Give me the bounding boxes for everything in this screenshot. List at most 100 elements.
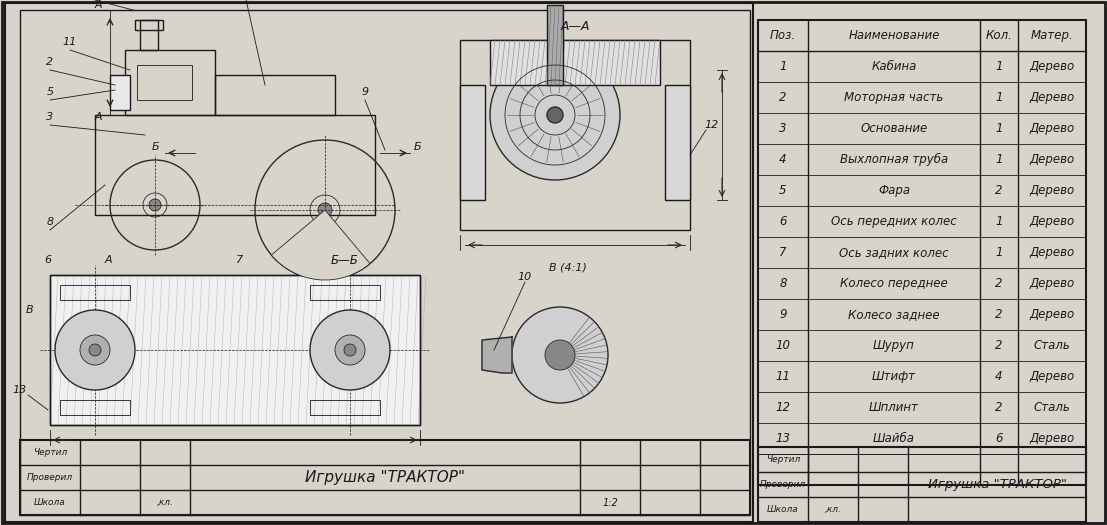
Text: ,кл.: ,кл. [156,498,174,507]
Bar [665,85,690,200]
Bar [310,400,380,415]
Text: Колесо переднее: Колесо переднее [840,277,948,290]
Text: 13: 13 [776,432,790,445]
Text: Дерево: Дерево [1030,308,1075,321]
Text: 2: 2 [46,57,53,67]
Text: 9: 9 [779,308,787,321]
Circle shape [490,50,620,180]
Bar [139,20,158,50]
Text: Наименование: Наименование [848,29,940,42]
Bar [215,75,335,115]
Circle shape [513,307,608,403]
Text: 2: 2 [995,277,1003,290]
Bar [547,5,563,85]
Bar [20,10,751,515]
Text: Основание: Основание [860,122,928,135]
Text: Шуруп: Шуруп [873,339,914,352]
Bar [50,275,420,425]
Text: 1: 1 [995,153,1003,166]
Text: Дерево: Дерево [1030,153,1075,166]
Text: A: A [94,0,102,10]
Text: 6: 6 [779,215,787,228]
Text: 7: 7 [779,246,787,259]
Circle shape [310,310,390,390]
Text: 4: 4 [779,153,787,166]
Text: 2: 2 [995,184,1003,197]
Text: Игрушка "ТРАКТОР": Игрушка "ТРАКТОР" [306,470,465,485]
Text: 8: 8 [46,217,53,227]
Text: Б: Б [414,142,422,152]
Text: Матер.: Матер. [1031,29,1074,42]
Text: 12: 12 [705,120,720,130]
Text: 1: 1 [779,60,787,73]
Polygon shape [482,337,513,373]
Bar [758,447,1086,522]
Text: Сталь: Сталь [1034,339,1070,352]
Text: Проверил: Проверил [759,480,806,489]
Text: Шайба: Шайба [873,432,915,445]
Text: Сталь: Сталь [1034,401,1070,414]
Text: А—А: А—А [560,19,590,33]
Text: Дерево: Дерево [1030,432,1075,445]
Bar [50,275,420,425]
Text: 1: 1 [995,60,1003,73]
Bar [110,75,130,110]
Text: Дерево: Дерево [1030,370,1075,383]
Text: Игрушка "ТРАКТОР": Игрушка "ТРАКТОР" [928,478,1066,491]
Text: 1: 1 [995,246,1003,259]
Bar [20,440,751,515]
Text: Дерево: Дерево [1030,60,1075,73]
Text: Чертил: Чертил [766,455,800,464]
Text: 9: 9 [362,87,369,97]
Bar [135,20,163,30]
Text: 1: 1 [995,91,1003,104]
Bar [60,285,130,300]
Circle shape [318,203,332,217]
Bar [137,65,192,100]
Bar [461,85,485,200]
Text: 12: 12 [776,401,790,414]
Text: Дерево: Дерево [1030,246,1075,259]
Text: Дерево: Дерево [1030,91,1075,104]
Text: 2: 2 [995,308,1003,321]
Text: 5: 5 [779,184,787,197]
Text: 3: 3 [46,112,53,122]
Text: Выхлопная труба: Выхлопная труба [840,153,948,166]
Text: 1: 1 [995,215,1003,228]
Text: Дерево: Дерево [1030,277,1075,290]
Text: Колесо заднее: Колесо заднее [848,308,940,321]
Circle shape [89,344,101,356]
Bar [125,50,215,115]
Circle shape [80,335,110,365]
Text: Проверил: Проверил [27,473,73,482]
Text: Дерево: Дерево [1030,215,1075,228]
Text: 5: 5 [46,87,53,97]
Bar [6,3,753,522]
Text: ,кл.: ,кл. [825,505,841,514]
Text: В: В [27,305,34,315]
Text: A: A [104,255,112,265]
Text: Штифт: Штифт [872,370,915,383]
Text: 11: 11 [63,37,77,47]
Text: 6: 6 [44,255,52,265]
Text: Школа: Школа [34,498,66,507]
Circle shape [149,199,161,211]
Text: Шплинт: Шплинт [869,401,919,414]
Text: Поз.: Поз. [770,29,796,42]
Text: Кол.: Кол. [985,29,1013,42]
Wedge shape [271,210,370,280]
Circle shape [344,344,356,356]
Bar [461,40,690,230]
Text: Б—Б: Б—Б [331,254,359,267]
Text: Б: Б [152,142,158,152]
Bar [310,285,380,300]
Text: 8: 8 [779,277,787,290]
Bar [490,40,660,85]
Bar [758,20,1086,485]
Circle shape [545,340,575,370]
Text: 7: 7 [237,255,244,265]
Circle shape [55,310,135,390]
Text: Дерево: Дерево [1030,122,1075,135]
Text: Фара: Фара [878,184,910,197]
Circle shape [547,107,563,123]
